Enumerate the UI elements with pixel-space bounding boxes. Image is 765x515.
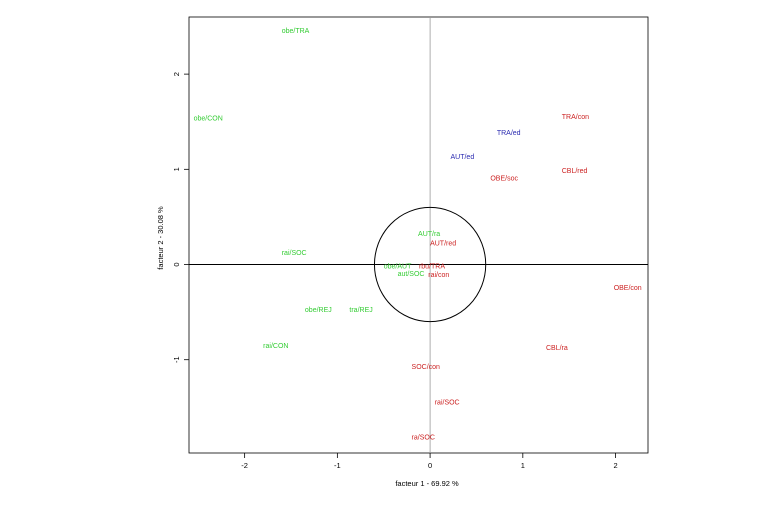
point-label: OBE/con <box>614 285 642 292</box>
x-tick-label: -1 <box>334 461 341 470</box>
x-tick-label: -2 <box>241 461 248 470</box>
point-label: AUT/ed <box>450 154 474 161</box>
point-label: CBL/ra <box>546 345 568 352</box>
y-tick-label: 1 <box>172 167 181 171</box>
point-label: obe/CON <box>194 116 223 123</box>
y-tick-label: 0 <box>172 262 181 266</box>
y-tick-label: -1 <box>172 356 181 363</box>
point-label: ra/SOC <box>412 435 435 442</box>
x-tick-label: 1 <box>521 461 525 470</box>
point-label: TRA/con <box>562 114 589 121</box>
point-label: rbu/TRA <box>419 263 445 270</box>
point-label: obe/TRA <box>282 28 310 35</box>
point-label: rai/SOC <box>435 399 460 406</box>
point-label: rai/SOC <box>282 250 307 257</box>
correlation-circle <box>373 206 487 323</box>
point-label: SOC/con <box>412 364 441 371</box>
point-label: rai/CON <box>263 343 288 350</box>
point-label: AUT/ra <box>418 231 440 238</box>
point-label: CBL/red <box>562 168 588 175</box>
x-axis-label: facteur 1 - 69.92 % <box>395 479 459 488</box>
plot-frame <box>188 16 649 454</box>
plot-area: -2 -1 0 1 2 -1 0 1 2 obe/TRA obe/CON rai/SOC AUT/ra o… <box>172 16 649 470</box>
point-label: aut/SOC <box>398 271 425 278</box>
point-label: tra/REJ <box>349 307 372 314</box>
point-label: AUT/red <box>430 240 456 247</box>
point-label: obe/AUT <box>384 263 412 270</box>
point-label: TRA/ed <box>497 130 521 137</box>
point-label: obe/REJ <box>305 307 332 314</box>
y-tick-label: 2 <box>172 72 181 76</box>
point-label: OBE/soc <box>490 176 518 183</box>
y-axis-label: facteur 2 - 30.08 % <box>156 206 165 270</box>
point-label: rai/con <box>428 272 449 279</box>
x-tick-label: 2 <box>613 461 617 470</box>
x-tick-label: 0 <box>428 461 432 470</box>
